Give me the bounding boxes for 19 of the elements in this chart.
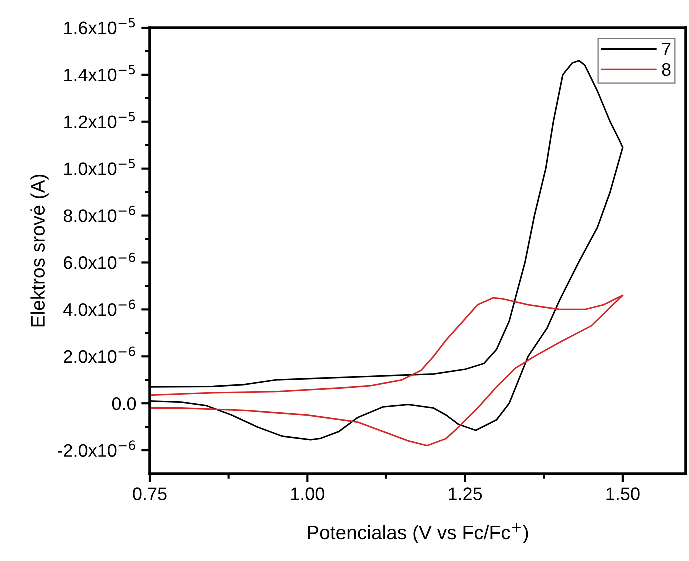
y-tick-label: 6.0x10$^{−6}$ [64,252,136,270]
line-series [150,294,624,447]
y-tick-label: 8.0x10$^{−6}$ [64,206,136,222]
y-tick-label: 1.2x10$^{−5}$ [64,112,136,128]
x-tick-label: 1.25 [449,488,482,500]
y-tick-label: 0.0 [112,398,136,410]
y-tick-label: 1.4x10$^{−5}$ [64,65,136,82]
y-tick-label: 1.0x10$^{−5}$ [64,159,136,176]
x-axis-title: Potencialas (V vs Fc/Fc$^{+}$) [308,523,528,544]
y-tick-label: -2.0x10$^{−6}$ [58,440,136,458]
legend-label: 8 [662,63,671,76]
y-tick-label: 2.0x10$^{−6}$ [64,346,136,364]
x-tick-label: 0.75 [133,488,167,500]
y-tick-label: 4.0x10$^{−6}$ [64,300,136,316]
x-tick-label: 1.00 [291,488,325,500]
x-tick-label: 1.50 [606,488,640,500]
y-tick-label: 1.6x10$^{−5}$ [64,18,136,35]
legend-label: 7 [662,43,671,56]
y-axis-title: Elektros srovė (A) [30,174,49,327]
